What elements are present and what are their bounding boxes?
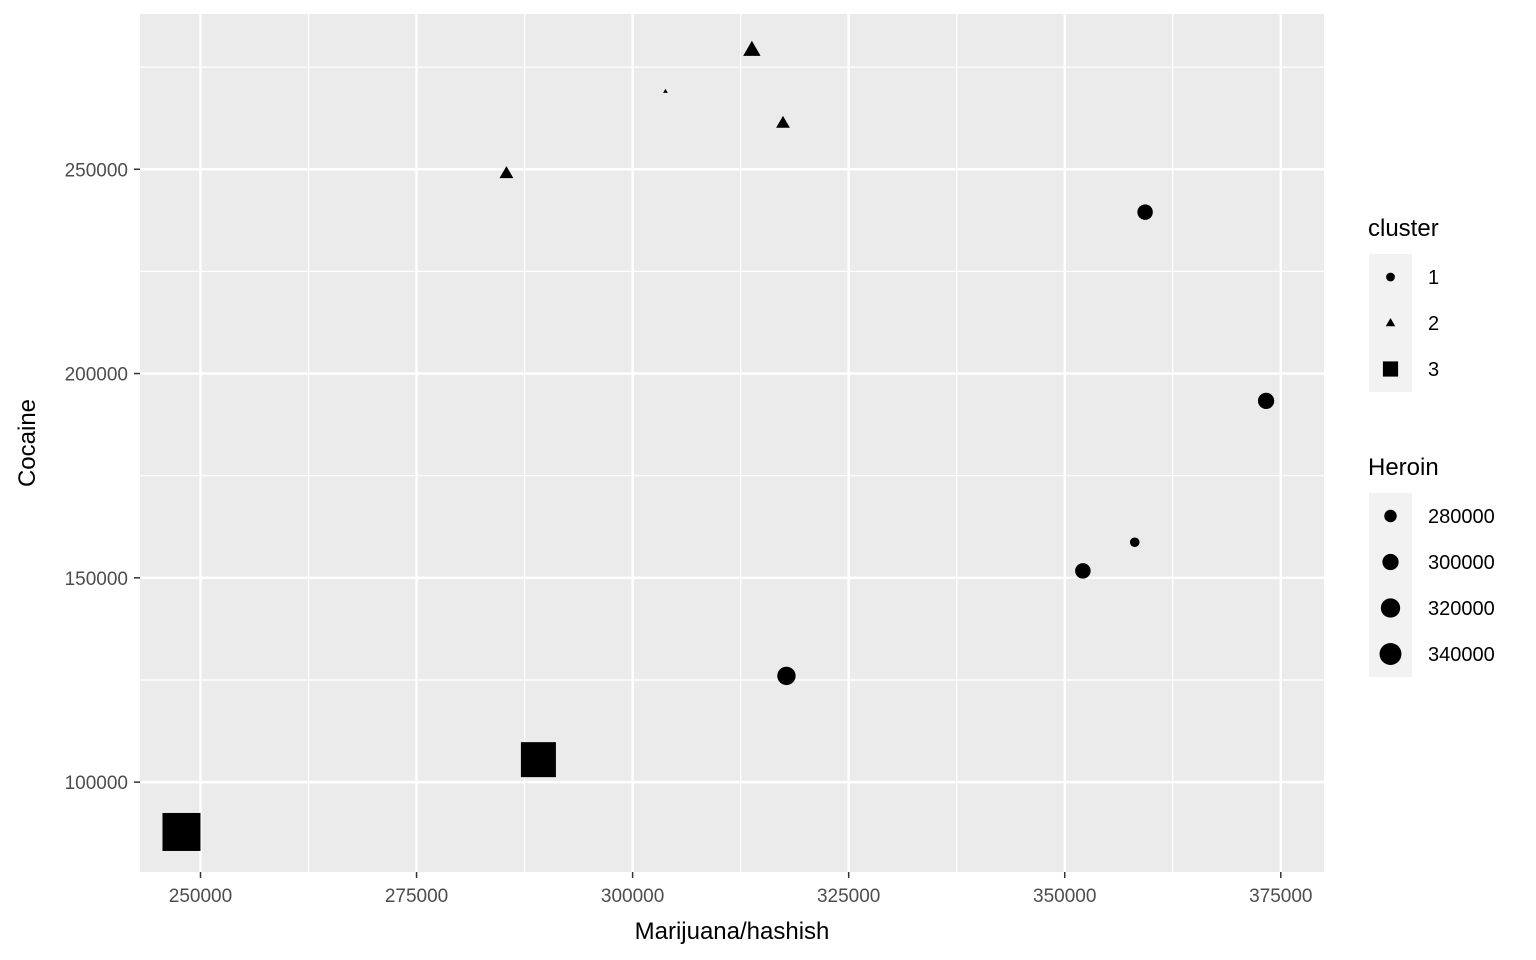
legend-key-circle <box>1386 272 1395 282</box>
major-gridlines <box>140 14 1324 872</box>
legend-cluster-label: 1 <box>1428 267 1439 289</box>
data-points <box>162 40 1275 851</box>
legend-heroin-label: 300000 <box>1428 552 1495 574</box>
y-tick-label: 250000 <box>65 160 128 181</box>
y-axis: 100000 150000 200000 250000 <box>65 160 140 794</box>
legend-cluster-label: 3 <box>1428 359 1439 381</box>
legend-heroin-title: Heroin <box>1368 454 1439 481</box>
legend-key-circle <box>1384 509 1397 523</box>
data-point-cluster-1 <box>1075 563 1091 579</box>
data-point-cluster-2 <box>776 115 790 128</box>
y-tick-label: 200000 <box>65 365 128 386</box>
data-point-cluster-1 <box>1257 392 1275 410</box>
y-tick-label: 150000 <box>65 569 128 590</box>
x-tick-label: 300000 <box>601 886 664 907</box>
legend-heroin: Heroin 280000 300000 320000 340000 <box>1368 454 1495 677</box>
legend-key-circle <box>1379 643 1402 665</box>
x-tick-label: 250000 <box>169 886 232 907</box>
data-point-cluster-1 <box>777 666 796 686</box>
legend-key-circle <box>1380 598 1401 618</box>
minor-gridlines <box>140 14 1324 872</box>
legend-cluster-title: cluster <box>1368 215 1439 242</box>
data-point-cluster-2 <box>663 88 668 93</box>
legend-heroin-label: 280000 <box>1428 506 1495 528</box>
plot-panel <box>140 14 1324 872</box>
x-tick-label: 375000 <box>1249 886 1312 907</box>
data-point-cluster-1 <box>1137 204 1153 220</box>
data-point-cluster-2 <box>743 40 761 56</box>
y-axis-title: Cocaine <box>14 399 41 487</box>
x-tick-label: 275000 <box>385 886 448 907</box>
data-point-cluster-3 <box>162 812 201 851</box>
legend-cluster-label: 2 <box>1428 313 1439 335</box>
x-axis-title: Marijuana/hashish <box>635 918 830 945</box>
y-tick-label: 100000 <box>65 773 128 794</box>
x-tick-label: 325000 <box>817 886 880 907</box>
x-axis: 250000 275000 300000 325000 350000 375000 <box>169 872 1312 907</box>
legend-heroin-label: 340000 <box>1428 644 1495 666</box>
data-point-cluster-1 <box>1129 537 1140 548</box>
x-tick-label: 350000 <box>1033 886 1096 907</box>
legend-key-triangle <box>1385 318 1396 327</box>
legend-key-square <box>1382 361 1399 377</box>
data-point-cluster-2 <box>499 166 514 179</box>
legend-key-circle <box>1382 553 1399 571</box>
data-point-cluster-3 <box>520 742 556 778</box>
legend-heroin-label: 320000 <box>1428 598 1495 620</box>
legend-cluster: cluster 1 2 3 <box>1368 215 1439 392</box>
